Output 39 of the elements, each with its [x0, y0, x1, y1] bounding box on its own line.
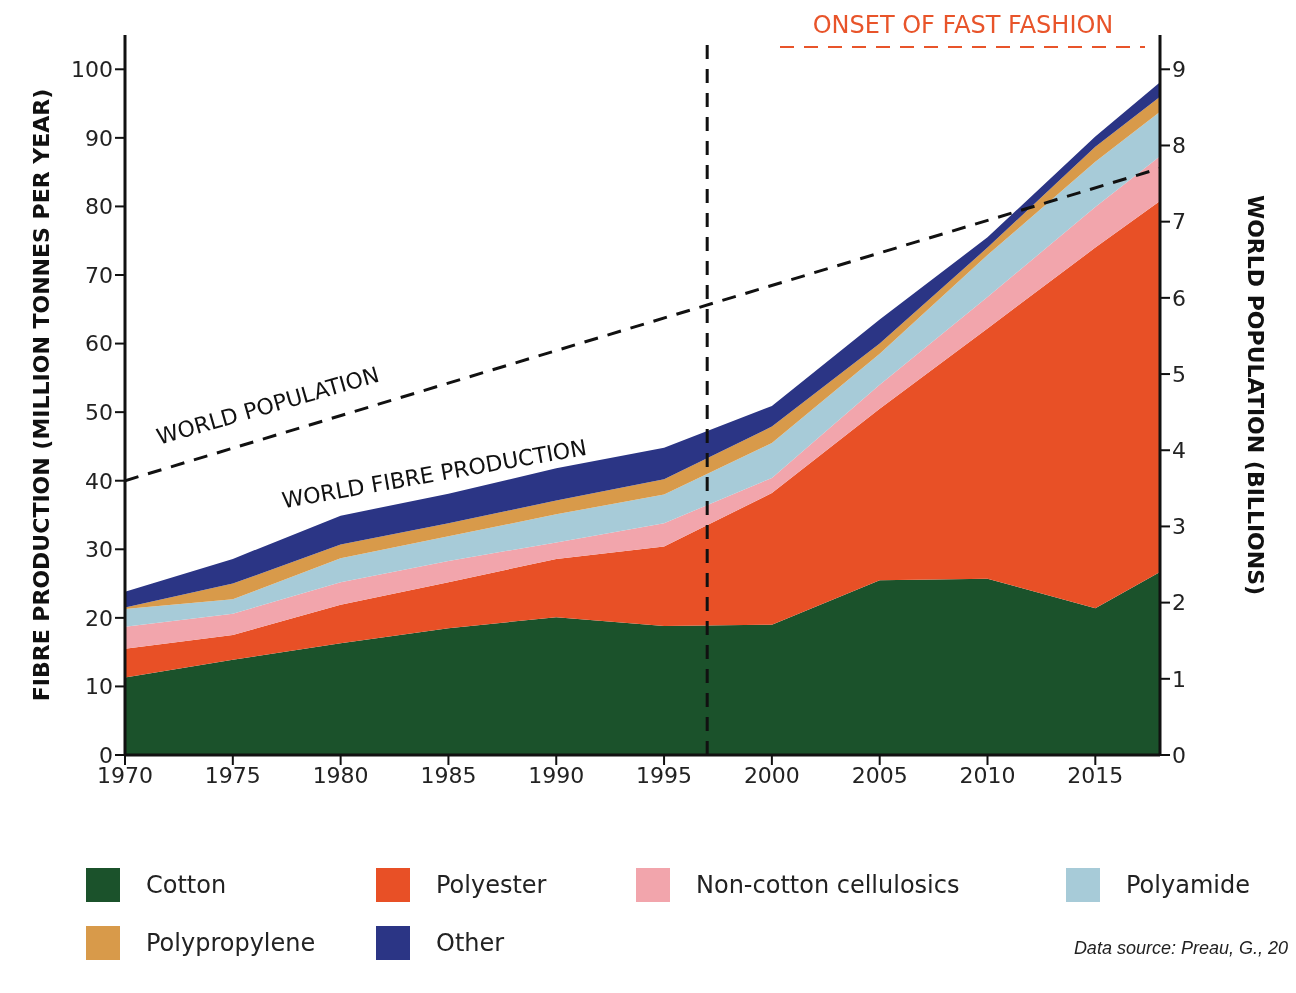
y2-tick-label: 8: [1172, 133, 1186, 159]
x-tick-label: 1975: [204, 762, 261, 788]
x-tick-label: 2015: [1067, 762, 1124, 788]
y2-axis-title: WORLD POPULATION (BILLIONS): [1243, 194, 1269, 596]
y-tick-label: 50: [85, 399, 113, 425]
y-tick-label: 60: [85, 331, 113, 357]
legend-label: Non-cotton cellulosics: [696, 871, 960, 899]
x-tick-label: 1995: [636, 762, 693, 788]
y-tick-label: 100: [71, 57, 113, 83]
y-tick-label: 90: [85, 125, 113, 151]
x-tick-label: 2010: [959, 762, 1016, 788]
x-tick-label: 1990: [528, 762, 585, 788]
y-tick-label: 30: [85, 537, 113, 563]
y2-tick-label: 4: [1172, 438, 1186, 464]
y2-tick-label: 3: [1172, 514, 1186, 540]
legend-label: Cotton: [146, 871, 227, 899]
y2-tick-label: 9: [1172, 57, 1186, 83]
y2-tick-label: 6: [1172, 285, 1186, 311]
y-axis-title: FIBRE PRODUCTION (MILLION TONNES PER YEAR): [28, 88, 54, 702]
y2-tick-label: 7: [1172, 209, 1186, 235]
y-tick-label: 80: [85, 194, 113, 220]
legend-label: Polypropylene: [146, 929, 316, 957]
y2-tick-label: 1: [1172, 666, 1186, 692]
y-tick-label: 40: [85, 468, 113, 494]
x-tick-label: 1985: [420, 762, 477, 788]
x-tick-label: 2005: [851, 762, 908, 788]
y2-tick-label: 0: [1172, 742, 1186, 768]
y-tick-label: 70: [85, 262, 113, 288]
legend-label: Polyamide: [1126, 871, 1250, 899]
legend-label: Polyester: [436, 871, 547, 899]
y-tick-label: 20: [85, 605, 113, 631]
x-tick-label: 2000: [743, 762, 800, 788]
legend-label: Other: [436, 929, 505, 957]
y2-tick-label: 5: [1172, 361, 1186, 387]
y2-tick-label: 2: [1172, 590, 1186, 616]
source-note: Data source: Preau, G., 20: [1073, 938, 1288, 959]
x-tick-label: 1980: [312, 762, 369, 788]
annotation: ONSET OF FAST FASHION: [812, 11, 1114, 39]
y-tick-label: 10: [85, 674, 113, 700]
